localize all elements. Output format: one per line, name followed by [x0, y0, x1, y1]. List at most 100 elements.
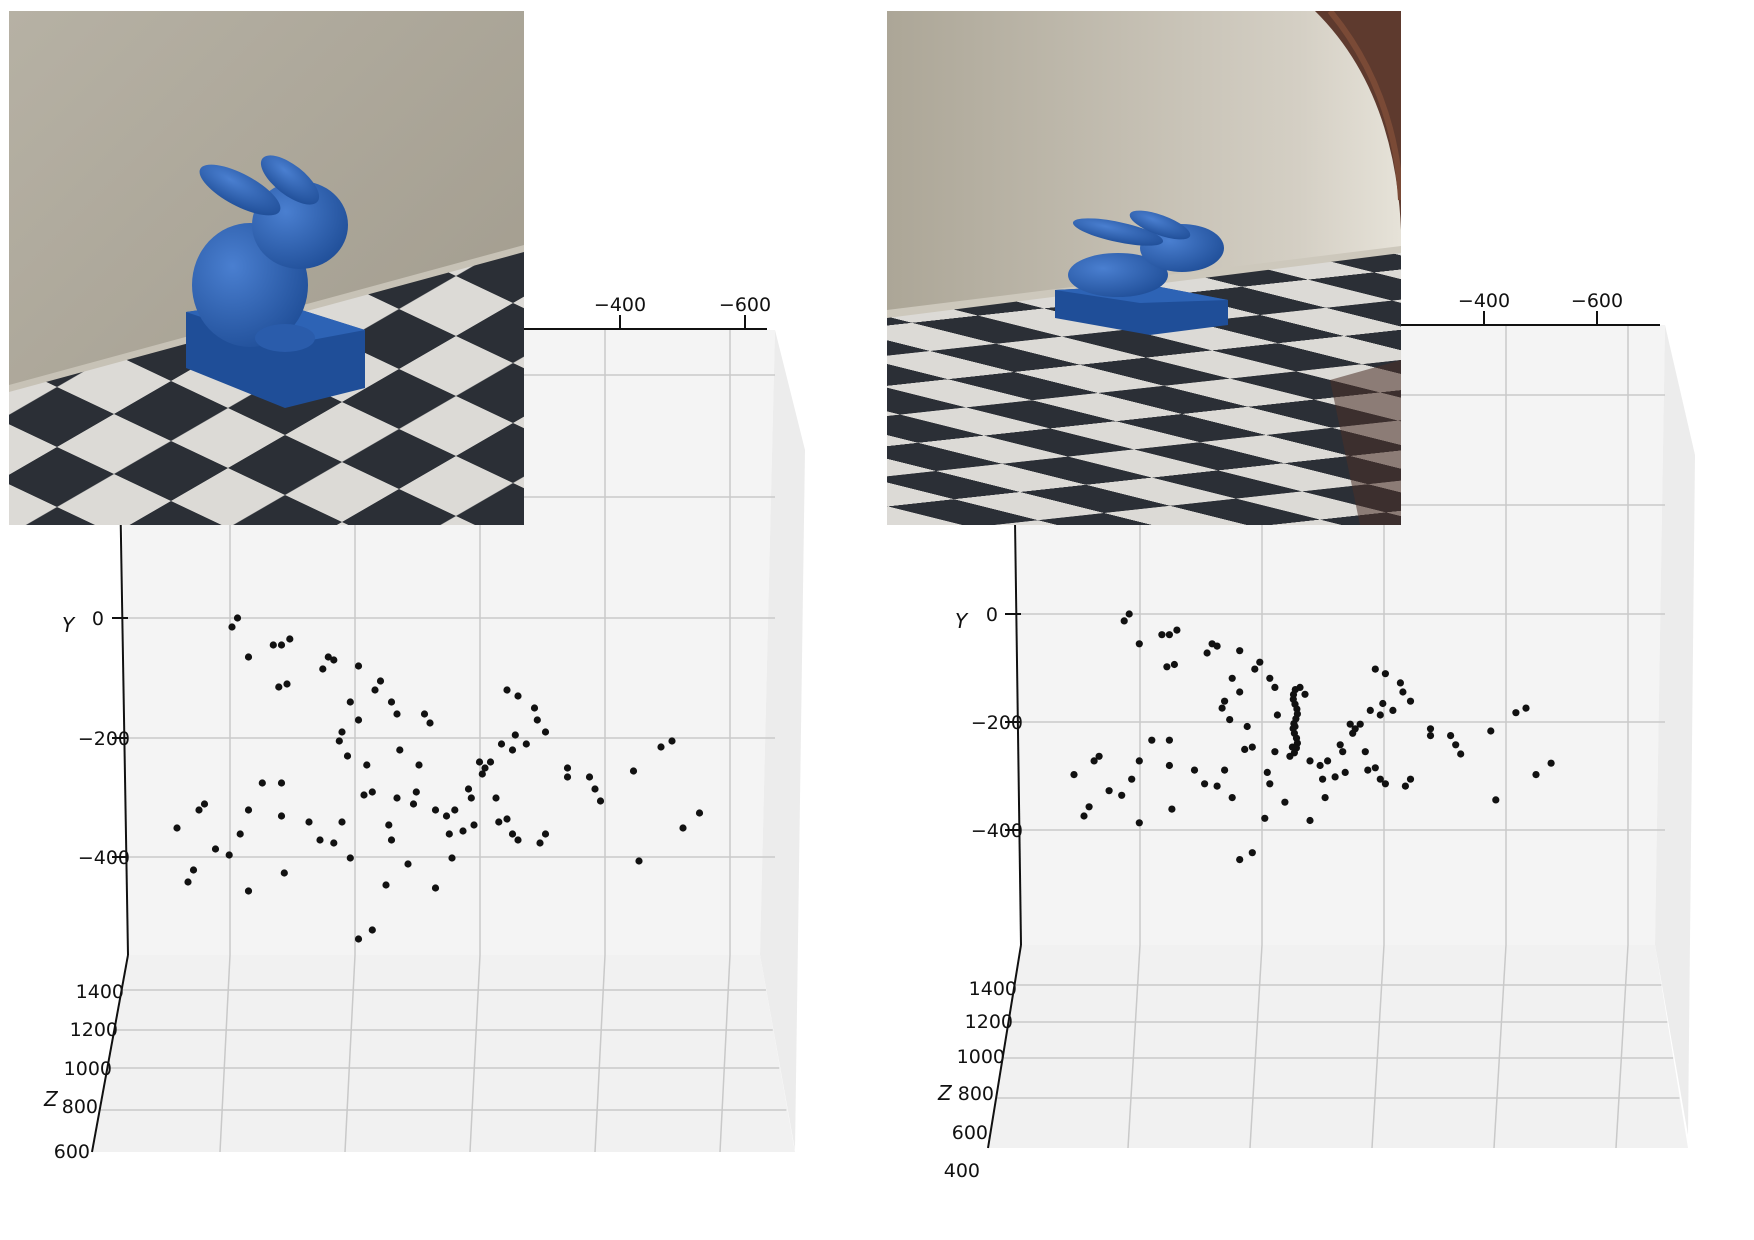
right-floor-pane [988, 945, 1688, 1148]
scatter-point [1135, 819, 1143, 827]
scatter-point [1371, 665, 1379, 673]
scatter-point [1356, 720, 1364, 728]
scatter-point [1170, 660, 1178, 669]
scatter-point [1319, 775, 1327, 783]
scatter-point [1426, 732, 1435, 740]
right-back-grid [996, 325, 1680, 1149]
right-z-tick-3: 1000 [957, 1046, 1005, 1068]
right-z-tick-5: 600 [952, 1122, 988, 1144]
left-z-axis-label: Z [43, 1087, 59, 1111]
scatter-point [533, 716, 541, 724]
scatter-point [189, 866, 198, 874]
scatter-point [1148, 736, 1156, 744]
scatter-point [431, 806, 440, 814]
scatter-point [596, 797, 605, 805]
scatter-point [1532, 771, 1540, 779]
scatter-point [1401, 782, 1409, 790]
scatter-point [1290, 749, 1298, 757]
scatter-point [481, 764, 489, 772]
scatter-point [1324, 757, 1332, 765]
scatter-point [1381, 780, 1389, 788]
scatter-point [635, 857, 643, 865]
scatter-point [1241, 745, 1249, 754]
scatter-point [404, 860, 412, 868]
scatter-point [346, 854, 354, 862]
scatter-point [338, 728, 346, 736]
scatter-point [420, 710, 429, 718]
scatter-point [1168, 805, 1176, 813]
right-z-tick-1: 1400 [969, 978, 1017, 1000]
left-side-pane [760, 330, 805, 1150]
left-z-tick-4: 800 [62, 1096, 98, 1118]
scatter-point [393, 710, 401, 718]
scatter-point [277, 779, 286, 787]
scatter-point [258, 779, 266, 787]
scatter-point [1213, 782, 1221, 790]
scatter-point [233, 614, 242, 622]
scatter-point [1228, 674, 1236, 682]
scatter-point [1346, 720, 1354, 728]
scatter-point [1243, 722, 1251, 731]
scatter-point [1371, 764, 1379, 772]
scatter-point [1547, 759, 1555, 767]
scatter-point [244, 653, 253, 661]
scatter-point [1105, 787, 1113, 795]
scatter-point [1201, 780, 1209, 788]
scatter-point [530, 704, 539, 712]
scatter-point [173, 824, 181, 832]
scatter-point [211, 845, 220, 853]
scatter-point [464, 785, 473, 793]
scatter-point [536, 839, 544, 847]
scatter-point [324, 653, 332, 661]
left-y-axis [119, 479, 129, 956]
grid-floor-vertical [1127, 944, 1141, 1149]
scatter-point [1366, 706, 1374, 715]
scatter-point [1221, 766, 1229, 774]
scatter-point [1248, 743, 1256, 751]
left-floor-pane [92, 955, 795, 1152]
right-y-tick-2: −400 [971, 820, 1023, 842]
left-y-axis-label: Y [62, 613, 76, 637]
scatter-point [657, 743, 665, 751]
right-x-tick-1: −400 [1458, 290, 1510, 312]
right-y-axis-label: Y [955, 609, 969, 633]
scatter-point [511, 731, 519, 739]
scatter-point [1361, 748, 1369, 756]
scatter-point [1080, 812, 1088, 820]
scatter-point [244, 887, 253, 895]
scatter-point [1218, 704, 1226, 712]
scatter-point [492, 794, 500, 802]
scatter-point [1316, 761, 1324, 770]
scatter-point [541, 728, 550, 736]
right-z-tick-2: 1200 [965, 1011, 1013, 1033]
grid-floor-vertical [1615, 944, 1629, 1149]
scatter-point [470, 821, 478, 829]
scatter-point [1512, 709, 1520, 717]
scatter-point [1120, 617, 1128, 625]
scatter-point [451, 806, 459, 814]
scatter-point [1301, 690, 1309, 698]
scatter-point [330, 839, 338, 847]
scatter-point [514, 836, 522, 844]
left-z-tick-5: 600 [54, 1141, 90, 1163]
scatter-point [1256, 658, 1264, 666]
scatter-point [563, 764, 572, 772]
scatter-point [591, 785, 599, 793]
right-side-pane [1655, 325, 1695, 1135]
scatter-point [1095, 752, 1103, 760]
scatter-point [1248, 849, 1256, 857]
scatter-point [445, 830, 453, 838]
grid-floor-vertical [344, 954, 356, 1153]
scatter-point [1263, 768, 1271, 777]
scatter-point [338, 818, 346, 826]
bunny-figure-far [1055, 210, 1228, 335]
scatter-point [1376, 711, 1384, 719]
scatter-point [1203, 649, 1211, 657]
scatter-point [376, 677, 385, 685]
grid-floor-vertical [1249, 944, 1263, 1149]
left-z-tick-1: 1400 [76, 981, 124, 1003]
scatter-point [1273, 711, 1281, 719]
scatter-point [412, 788, 420, 796]
scatter-point [360, 791, 368, 799]
scatter-point [1128, 775, 1136, 783]
